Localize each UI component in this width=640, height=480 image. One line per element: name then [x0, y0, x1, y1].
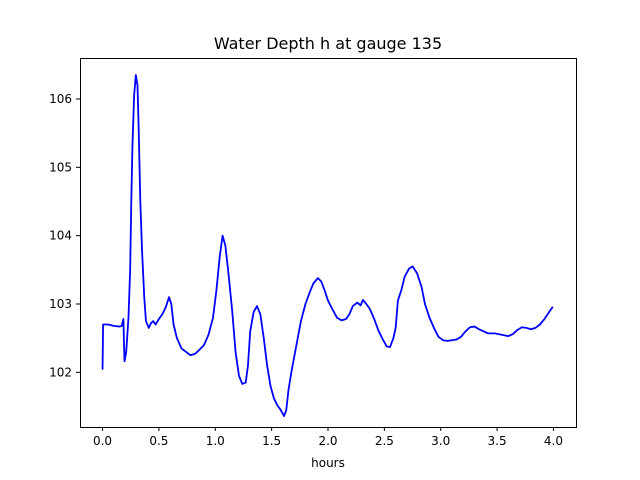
x-axis: 0.0 0.5 1.0 1.5 2.0 2.5 3.0 3.5 4.0 [93, 427, 563, 448]
x-tick-label: 4.0 [544, 434, 563, 448]
y-tick-label: 104 [49, 229, 72, 243]
chart-title: Water Depth h at gauge 135 [214, 34, 442, 53]
x-tick-label: 0.5 [149, 434, 168, 448]
y-axis: 102 103 104 105 106 [49, 92, 80, 379]
x-tick-label: 2.0 [318, 434, 337, 448]
x-tick-label: 3.5 [488, 434, 507, 448]
y-tick-label: 103 [49, 297, 72, 311]
x-tick-label: 1.5 [262, 434, 281, 448]
plot-frame [80, 58, 577, 428]
x-axis-label: hours [311, 456, 345, 470]
y-tick-label: 102 [49, 365, 72, 379]
y-tick-label: 106 [49, 92, 72, 106]
plot-area [80, 58, 577, 428]
y-tick-label: 105 [49, 160, 72, 174]
x-tick-label: 0.0 [93, 434, 112, 448]
x-tick-label: 2.5 [375, 434, 394, 448]
x-tick-label: 3.0 [431, 434, 450, 448]
series-line-water-depth [101, 74, 554, 417]
x-tick-label: 1.0 [206, 434, 225, 448]
